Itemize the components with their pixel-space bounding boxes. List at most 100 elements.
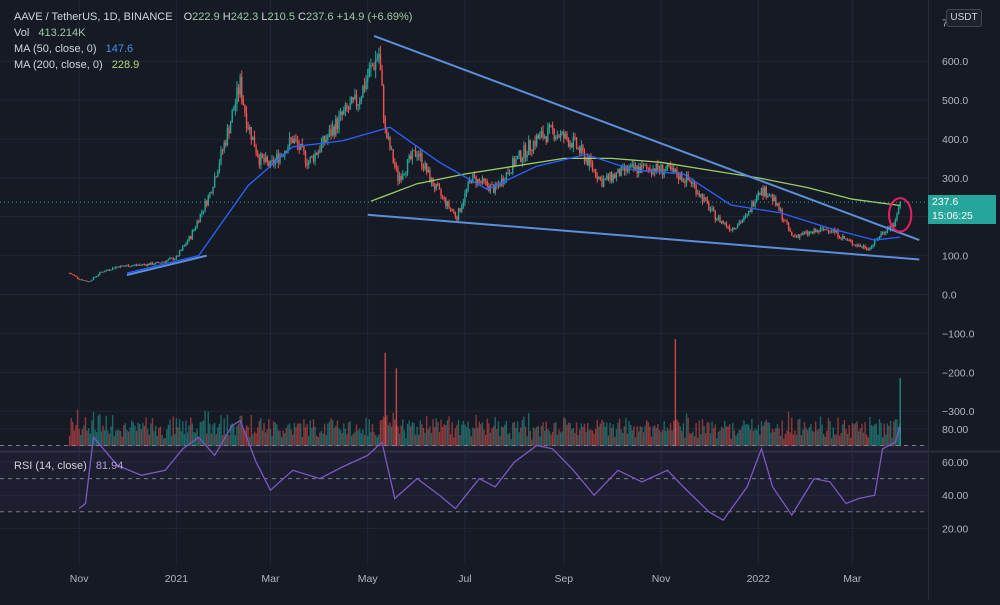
volume-bar bbox=[700, 434, 702, 447]
volume-bar bbox=[476, 427, 479, 447]
volume-bar bbox=[885, 434, 887, 447]
volume-bar bbox=[253, 431, 256, 447]
volume-bar bbox=[893, 421, 895, 447]
volume-bar bbox=[127, 431, 130, 447]
candle-body bbox=[755, 196, 758, 203]
candle-body bbox=[306, 163, 308, 166]
volume-bar bbox=[802, 429, 804, 447]
candle-body bbox=[191, 230, 194, 239]
volume-bar bbox=[73, 430, 76, 447]
high-value: 242.3 bbox=[230, 11, 259, 23]
volume-bar bbox=[768, 422, 771, 447]
volume-bar bbox=[759, 434, 761, 447]
ma50-legend[interactable]: MA (50, close, 0) 147.6 bbox=[14, 43, 133, 55]
volume-bar bbox=[579, 429, 581, 447]
rsi-legend[interactable]: RSI (14, close) 81.94 bbox=[14, 460, 123, 472]
candle-body bbox=[838, 237, 841, 239]
volume-bar bbox=[276, 424, 278, 447]
candle-body bbox=[644, 164, 646, 166]
volume-bar bbox=[545, 421, 547, 447]
rsi-axis-label: 80.00 bbox=[942, 424, 968, 436]
candle-body bbox=[293, 139, 296, 143]
volume-bar bbox=[819, 416, 822, 447]
volume-bar bbox=[791, 417, 793, 447]
volume-bar bbox=[513, 421, 516, 447]
candle-body bbox=[851, 241, 854, 245]
volume-bar bbox=[465, 427, 468, 447]
volume-bar bbox=[824, 436, 826, 447]
candle-body bbox=[881, 232, 884, 234]
volume-bar bbox=[719, 430, 721, 447]
volume-bar bbox=[575, 422, 578, 447]
candle-body bbox=[859, 245, 862, 247]
volume-bar bbox=[315, 435, 318, 447]
volume-bar bbox=[512, 422, 514, 447]
volume-bar bbox=[94, 429, 96, 447]
candle-body bbox=[83, 280, 85, 282]
volume-bar bbox=[548, 431, 551, 447]
volume-bar bbox=[425, 416, 428, 447]
currency-button[interactable]: USDT bbox=[946, 9, 982, 27]
candle-body bbox=[553, 128, 555, 140]
candle-body bbox=[413, 150, 415, 152]
candle-body bbox=[529, 140, 532, 151]
candle-body bbox=[317, 151, 319, 155]
candle-body bbox=[212, 187, 214, 194]
volume-bar bbox=[661, 430, 664, 447]
volume-bar bbox=[602, 421, 605, 447]
volume-bar bbox=[95, 432, 98, 447]
candle-body bbox=[236, 87, 238, 105]
volume-bar bbox=[359, 428, 361, 447]
candle-body bbox=[99, 272, 101, 275]
candle-body bbox=[574, 136, 576, 138]
volume-bar bbox=[712, 428, 715, 447]
candle-body bbox=[563, 131, 565, 139]
volume-bar bbox=[429, 426, 431, 447]
candle-body bbox=[319, 151, 321, 152]
candle-body bbox=[569, 143, 571, 147]
candle-body bbox=[655, 163, 657, 173]
candle-body bbox=[233, 109, 235, 111]
volume-bar bbox=[266, 429, 268, 447]
candle-body bbox=[732, 227, 734, 231]
price-axis-label: −300.0 bbox=[942, 406, 975, 418]
candle-body bbox=[783, 220, 785, 221]
candle-body bbox=[690, 180, 693, 184]
volume-bar bbox=[606, 422, 608, 447]
volume-bar bbox=[865, 434, 868, 447]
volume-bar bbox=[274, 422, 276, 447]
volume-bar bbox=[129, 427, 131, 447]
candle-body bbox=[365, 81, 367, 90]
candle-body bbox=[400, 176, 402, 180]
volume-bar bbox=[695, 422, 697, 447]
volume-bar bbox=[682, 423, 685, 447]
volume-bar bbox=[421, 424, 423, 447]
volume-bar bbox=[381, 419, 383, 447]
volume-bar bbox=[676, 419, 678, 447]
candle-body bbox=[220, 149, 222, 164]
candle-body bbox=[336, 118, 339, 129]
volume-bar bbox=[121, 436, 123, 447]
volume-bar bbox=[580, 423, 583, 447]
countdown-tag: 15:06:25 bbox=[928, 209, 996, 224]
volume-spike-bar bbox=[395, 368, 398, 447]
ma200-legend[interactable]: MA (200, close, 0) 228.9 bbox=[14, 59, 139, 71]
volume-bar bbox=[736, 433, 739, 447]
candle-body bbox=[398, 176, 401, 181]
candle-body bbox=[577, 147, 579, 149]
volume-bar bbox=[146, 429, 149, 447]
volume-bar bbox=[701, 419, 704, 447]
volume-bar bbox=[354, 431, 356, 447]
candle-body bbox=[252, 136, 254, 140]
candle-body bbox=[371, 64, 374, 66]
candle-body bbox=[256, 152, 259, 158]
candle-body bbox=[121, 265, 123, 267]
volume-bar bbox=[757, 424, 759, 447]
candle-body bbox=[411, 150, 414, 160]
candle-body bbox=[854, 244, 857, 246]
candle-body bbox=[481, 178, 484, 183]
volume-bar bbox=[298, 423, 300, 447]
price-axis-label: 600.0 bbox=[942, 56, 968, 68]
candle-body bbox=[303, 146, 305, 152]
